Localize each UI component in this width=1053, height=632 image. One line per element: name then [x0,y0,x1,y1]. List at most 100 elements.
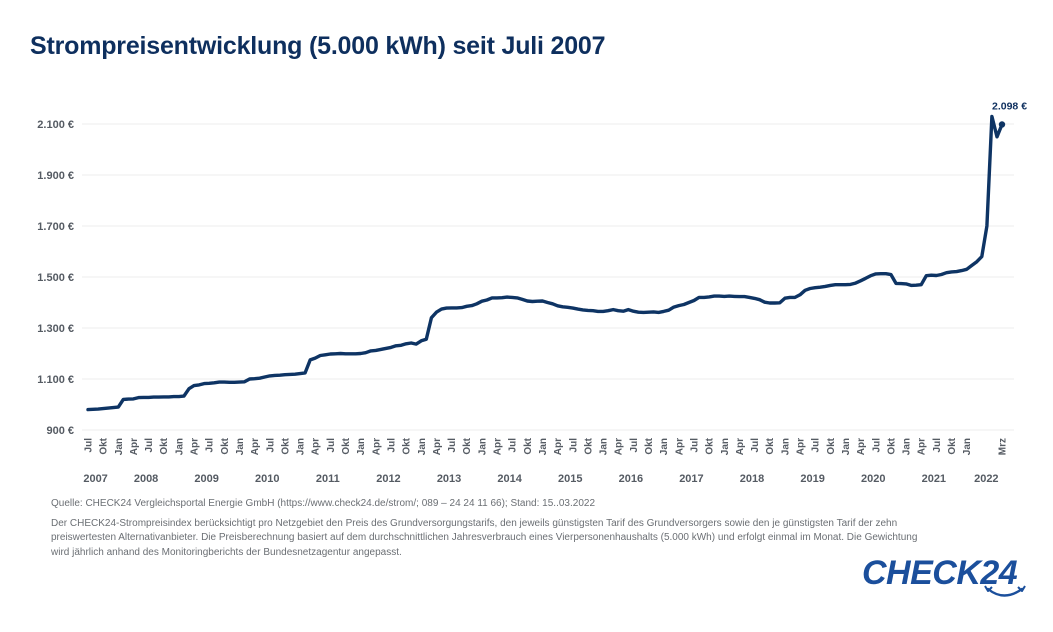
data-point [223,381,225,383]
y-tick-label: 2.100 € [37,119,74,131]
data-point [688,301,690,303]
data-point [218,381,220,383]
data-point [183,395,185,397]
data-point [440,308,442,310]
x-tick-label: Jan [780,438,791,455]
data-point [991,115,993,117]
data-point [683,303,685,305]
data-point [198,384,200,386]
data-point [168,396,170,398]
data-point [905,283,907,285]
x-tick-label: Apr [735,438,746,455]
data-point [572,307,574,309]
data-point [349,353,351,355]
data-point [996,136,998,138]
data-point [541,300,543,302]
data-point [102,407,104,409]
data-point [274,374,276,376]
data-point [708,296,710,298]
price-series-line [86,114,1004,412]
x-tick-label: Okt [705,437,716,454]
data-point [875,273,877,275]
data-point [178,395,180,397]
data-point [789,296,791,298]
data-point [870,275,872,277]
data-point [385,347,387,349]
data-point [435,311,437,313]
data-point [248,378,250,380]
year-labels: 2007 2008 2009 2010 2011 2012 2013 2014 2015 2016… [83,473,998,485]
data-point [612,308,614,310]
year-label: 2014 [497,473,522,485]
data-point [450,307,452,309]
x-tick-label: Apr [553,438,564,455]
year-label: 2010 [255,473,279,485]
year-label: 2017 [679,473,703,485]
data-point [314,357,316,359]
x-tick-label: Jan [235,438,246,455]
data-point [824,285,826,287]
data-point [718,295,720,297]
data-point [632,310,634,312]
x-tick-label: Jan [538,438,549,455]
data-point [208,382,210,384]
data-point [561,306,563,308]
data-point [890,273,892,275]
x-tick-label: Jan [962,438,973,455]
data-point [344,353,346,355]
data-point [794,296,796,298]
x-tick-label: Jan [720,438,731,455]
data-point [466,305,468,307]
x-tick-label: Apr [311,438,322,455]
x-tick-label: Jul [326,438,337,453]
x-tick-label: Jul [568,438,579,453]
data-point [693,299,695,301]
x-tick-label: Jul [750,438,761,453]
data-point [602,310,604,312]
data-point [733,295,735,297]
year-label: 2009 [194,473,218,485]
data-point [971,264,973,266]
data-point [521,298,523,300]
x-tick-label: Jul [386,438,397,453]
data-point [147,396,149,398]
year-label: 2020 [861,473,885,485]
x-tick-label: Apr [614,438,625,455]
x-tick-label: Okt [947,437,958,454]
data-point [501,296,503,298]
x-tick-label: Jan [296,438,307,455]
data-point [163,396,165,398]
data-point [405,343,407,345]
y-tick-label: 1.900 € [37,170,74,182]
data-point [460,306,462,308]
data-point [531,300,533,302]
data-point [834,283,836,285]
data-point [526,300,528,302]
year-label: 2022 [974,473,998,485]
x-tick-label: Apr [432,438,443,455]
last-data-point [998,121,1006,128]
data-point [511,296,513,298]
data-points [87,115,1003,411]
data-point [430,317,432,319]
data-point [97,408,99,410]
data-point [592,309,594,311]
data-point [258,377,260,379]
data-point [193,384,195,386]
data-point [642,311,644,313]
data-point [365,352,367,354]
data-point [960,269,962,271]
data-point [945,271,947,273]
data-point [491,297,493,299]
data-point [188,387,190,389]
data-point [662,310,664,312]
y-tick-label: 1.100 € [37,374,74,386]
data-point [854,282,856,284]
data-point [809,287,811,289]
data-point [582,309,584,311]
data-point [253,378,255,380]
logo-arrow-left-icon [984,585,993,592]
check24-logo: CHECK24 [862,554,1026,597]
data-point [132,398,134,400]
data-point [920,283,922,285]
